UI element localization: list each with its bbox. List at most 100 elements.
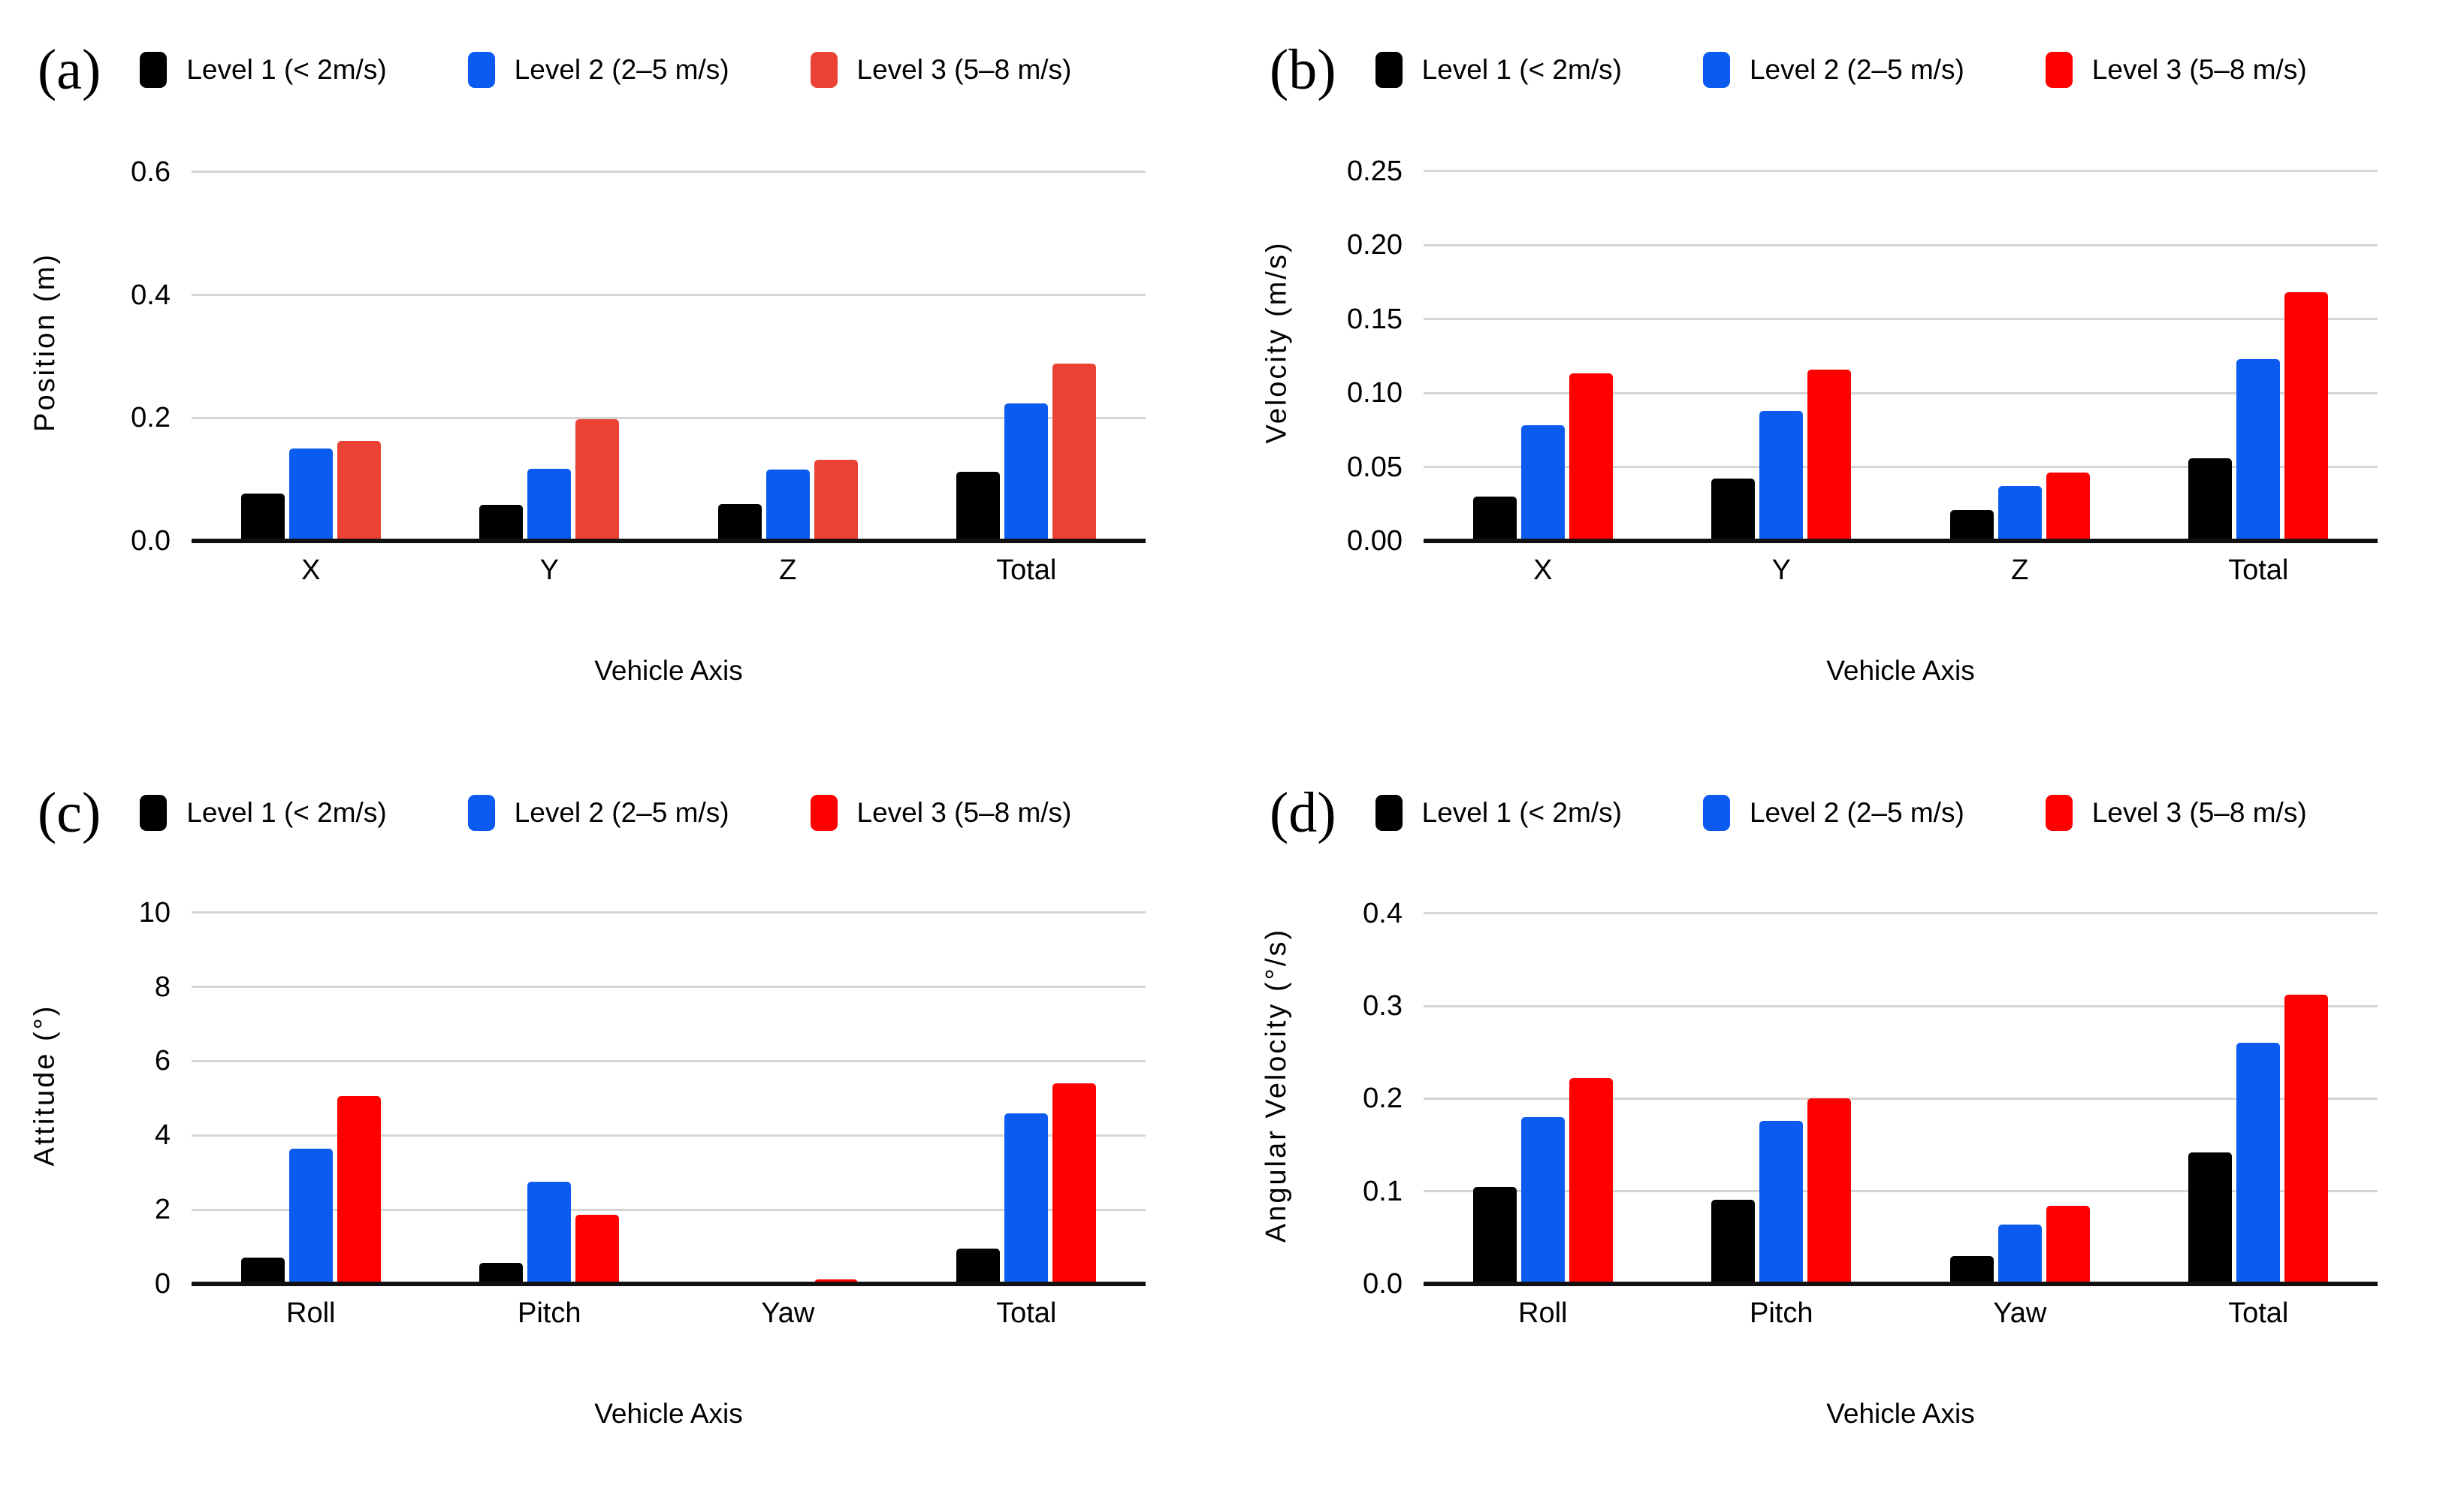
legend-item-level-3: Level 3 (5–8 m/s) [2045, 52, 2307, 88]
gridline [1424, 466, 2378, 469]
bar-group-x [192, 147, 430, 541]
bar-groups [192, 890, 1146, 1284]
bar-level-3-x [1569, 373, 1613, 541]
bar-level-2-x [288, 449, 333, 541]
x-tick-label-z: Z [2011, 554, 2029, 586]
x-tick-labels: X Y Z Total [192, 554, 1146, 587]
y-tick-label: 0.4 [131, 279, 171, 311]
bar-group-pitch [430, 890, 669, 1284]
bar-level-3-total [1052, 364, 1097, 541]
panel-header-a: (a) Level 1 (< 2m/s) Level 2 (2–5 m/s) Leve… [38, 36, 1217, 104]
y-tick-label: 0.15 [1347, 303, 1403, 335]
panel-header-d: (d) Level 1 (< 2m/s) Level 2 (2–5 m/s) Leve… [1270, 779, 2449, 847]
legend-swatch-icon [1375, 795, 1403, 831]
bar-level-3-roll [337, 1096, 381, 1284]
bar-group-total [907, 147, 1146, 541]
plot-area-c: 0 2 4 6 8 10 [139, 890, 1146, 1298]
legend-label: Level 1 (< 2m/s) [186, 54, 387, 85]
bar-level-2-z [1997, 486, 2042, 541]
bar-level-1-y [1711, 479, 1756, 541]
legend-swatch-icon [1375, 52, 1403, 88]
legend-item-level-1: Level 1 (< 2m/s) [1375, 795, 1622, 831]
bar-level-3-total [1052, 1083, 1097, 1284]
bar-level-1-x [240, 493, 285, 541]
bar-level-1-pitch [1711, 1199, 1756, 1284]
y-tick-label: 0.2 [1363, 1083, 1403, 1115]
x-tick-label-yaw: Yaw [1993, 1297, 2047, 1329]
y-tick-label: 0.05 [1347, 451, 1403, 483]
x-tick-label-total: Total [996, 1297, 1057, 1329]
plot-area-a: 0.0 0.2 0.4 0.6 [131, 147, 1146, 555]
gridline [1424, 170, 2378, 173]
y-axis-title: Velocity (m/s) [1253, 143, 1301, 541]
bar-level-2-x [1520, 425, 1565, 541]
legend-item-level-1: Level 1 (< 2m/s) [1375, 52, 1622, 88]
legend-item-level-2: Level 2 (2–5 m/s) [467, 795, 729, 831]
y-axis-title-text: Velocity (m/s) [1261, 240, 1293, 444]
y-axis-title: Angular Velocity (°/s) [1253, 886, 1301, 1284]
y-tick-label: 6 [154, 1045, 171, 1077]
x-axis-line [1424, 1282, 2378, 1286]
legend-swatch-icon [467, 795, 495, 831]
bar-level-2-y [1759, 410, 1804, 541]
bar-level-3-pitch [1807, 1098, 1852, 1284]
y-tick-label: 0.1 [1363, 1175, 1403, 1207]
bar-level-2-pitch [527, 1181, 572, 1284]
legend-b: Level 1 (< 2m/s) Level 2 (2–5 m/s) Level 3… [1375, 52, 2307, 88]
x-tick-labels: X Y Z Total [1424, 554, 2378, 587]
legend-label: Level 1 (< 2m/s) [1421, 54, 1622, 85]
x-tick-label-x: X [301, 554, 321, 586]
x-tick-label-roll: Roll [1518, 1297, 1568, 1329]
panel-letter-a: (a) [38, 38, 101, 101]
x-axis-title: Vehicle Axis [594, 1398, 743, 1429]
bar-level-2-total [1004, 1113, 1049, 1284]
y-tick-label: 0 [154, 1268, 171, 1300]
gridline [192, 1059, 1146, 1062]
chart-panel-b: (b) Level 1 (< 2m/s) Level 2 (2–5 m/s) Leve… [1247, 15, 2449, 728]
x-tick-labels: Roll Pitch Yaw Total [192, 1297, 1146, 1330]
bar-group-total [2139, 890, 2378, 1284]
legend-a: Level 1 (< 2m/s) Level 2 (2–5 m/s) Level 3… [140, 52, 1071, 88]
gridline [1424, 912, 2378, 915]
x-axis-title: Vehicle Axis [594, 655, 743, 686]
x-tick-label-total: Total [2228, 1297, 2289, 1329]
y-tick-label: 0.3 [1363, 990, 1403, 1022]
bar-group-roll [192, 890, 430, 1284]
legend-swatch-icon [810, 795, 838, 831]
legend-d: Level 1 (< 2m/s) Level 2 (2–5 m/s) Level 3… [1375, 795, 2307, 831]
bar-level-2-pitch [1759, 1121, 1804, 1284]
bar-level-3-pitch [575, 1215, 620, 1284]
legend-label: Level 3 (5–8 m/s) [2091, 54, 2307, 85]
panel-letter-c: (c) [38, 781, 101, 844]
gridline [1424, 243, 2378, 246]
bar-level-3-total [2284, 292, 2329, 541]
x-axis-line [1424, 539, 2378, 543]
gridline [1424, 1190, 2378, 1193]
y-tick-label: 0.4 [1363, 897, 1403, 929]
y-tick-label: 0.25 [1347, 155, 1403, 187]
gridline [1424, 1097, 2378, 1100]
bar-group-z [669, 147, 907, 541]
bar-level-3-x [337, 441, 381, 541]
bar-group-yaw [669, 890, 907, 1284]
legend-label: Level 2 (2–5 m/s) [1749, 797, 1964, 828]
x-axis-line [192, 1282, 1146, 1286]
bar-level-3-roll [1569, 1078, 1613, 1284]
legend-item-level-3: Level 3 (5–8 m/s) [810, 52, 1071, 88]
bar-level-2-total [2236, 358, 2281, 541]
bar-level-1-roll [1472, 1186, 1517, 1284]
bar-level-1-total [2188, 458, 2233, 541]
x-tick-label-y: Y [1771, 554, 1791, 586]
gridline [192, 294, 1146, 296]
bar-level-3-y [1807, 369, 1852, 541]
x-tick-label-roll: Roll [286, 1297, 336, 1329]
legend-swatch-icon [1702, 52, 1730, 88]
gridline [192, 416, 1146, 419]
panel-header-b: (b) Level 1 (< 2m/s) Level 2 (2–5 m/s) Leve… [1270, 36, 2449, 104]
x-tick-label-y: Y [539, 554, 559, 586]
bar-level-2-yaw [1997, 1225, 2042, 1284]
y-tick-label: 0.0 [131, 525, 171, 557]
bar-groups [1424, 890, 2378, 1284]
chart-panel-c: (c) Level 1 (< 2m/s) Level 2 (2–5 m/s) Leve… [15, 758, 1217, 1471]
